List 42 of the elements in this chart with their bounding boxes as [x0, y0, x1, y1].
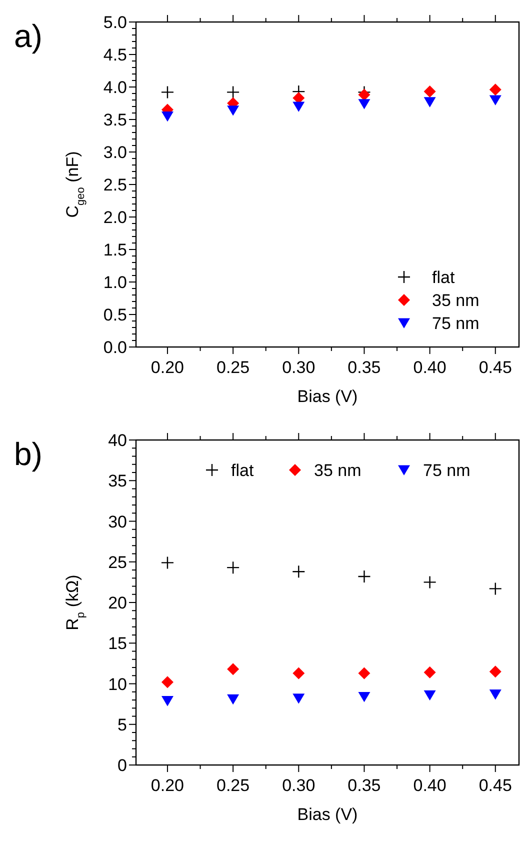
x-tick-label: 0.40: [413, 776, 446, 795]
y-tick-label: 2.0: [103, 208, 127, 227]
y-tick-label: 4.5: [103, 46, 127, 64]
y-tick-label: 5.0: [103, 13, 127, 32]
y-tick-label: 2.5: [103, 176, 127, 194]
y-tick-label: 35: [108, 472, 127, 491]
legend-label: 75 nm: [423, 461, 470, 480]
y-tick-label: 10: [108, 674, 127, 694]
text: b): [14, 436, 42, 472]
y-tick-label: 40: [108, 431, 127, 450]
x-tick-label: 0.35: [348, 358, 381, 377]
y-tick-label: 0.0: [103, 338, 127, 357]
legend-label: flat: [231, 461, 254, 480]
x-tick-label: 0.25: [216, 776, 250, 795]
legend-label: 35 nm: [432, 291, 480, 310]
y-tick-label: 15: [108, 634, 127, 654]
x-tick-label: 0.45: [478, 776, 512, 795]
y-tick-label: 0.5: [103, 306, 127, 324]
y-tick-label: 0: [118, 756, 127, 775]
x-tick-label: 0.20: [150, 358, 184, 377]
y-tick-label: 5: [118, 715, 127, 734]
x-axis-title: Bias (V): [297, 387, 358, 406]
x-axis-title: Bias (V): [297, 805, 358, 824]
text: a): [14, 18, 42, 54]
y-tick-label: 25: [108, 552, 127, 572]
x-tick-label: 0.25: [216, 358, 250, 377]
x-tick-label: 0.35: [348, 776, 381, 795]
x-tick-label: 0.30: [282, 358, 316, 377]
x-tick-label: 0.40: [413, 358, 446, 377]
x-tick-label: 0.20: [150, 776, 184, 795]
y-tick-label: 1.5: [103, 240, 127, 260]
legend-label: flat: [432, 268, 455, 287]
x-tick-label: 0.30: [282, 776, 316, 795]
legend-label: 35 nm: [314, 461, 362, 480]
y-tick-label: 20: [108, 594, 127, 612]
y-tick-label: 3.0: [103, 143, 127, 162]
y-tick-label: 4.0: [103, 78, 127, 97]
y-tick-label: 3.5: [103, 110, 127, 130]
x-tick-label: 0.45: [478, 358, 512, 377]
legend-label: 75 nm: [432, 314, 480, 333]
y-tick-label: 30: [108, 512, 127, 532]
y-tick-label: 1.0: [103, 273, 127, 292]
